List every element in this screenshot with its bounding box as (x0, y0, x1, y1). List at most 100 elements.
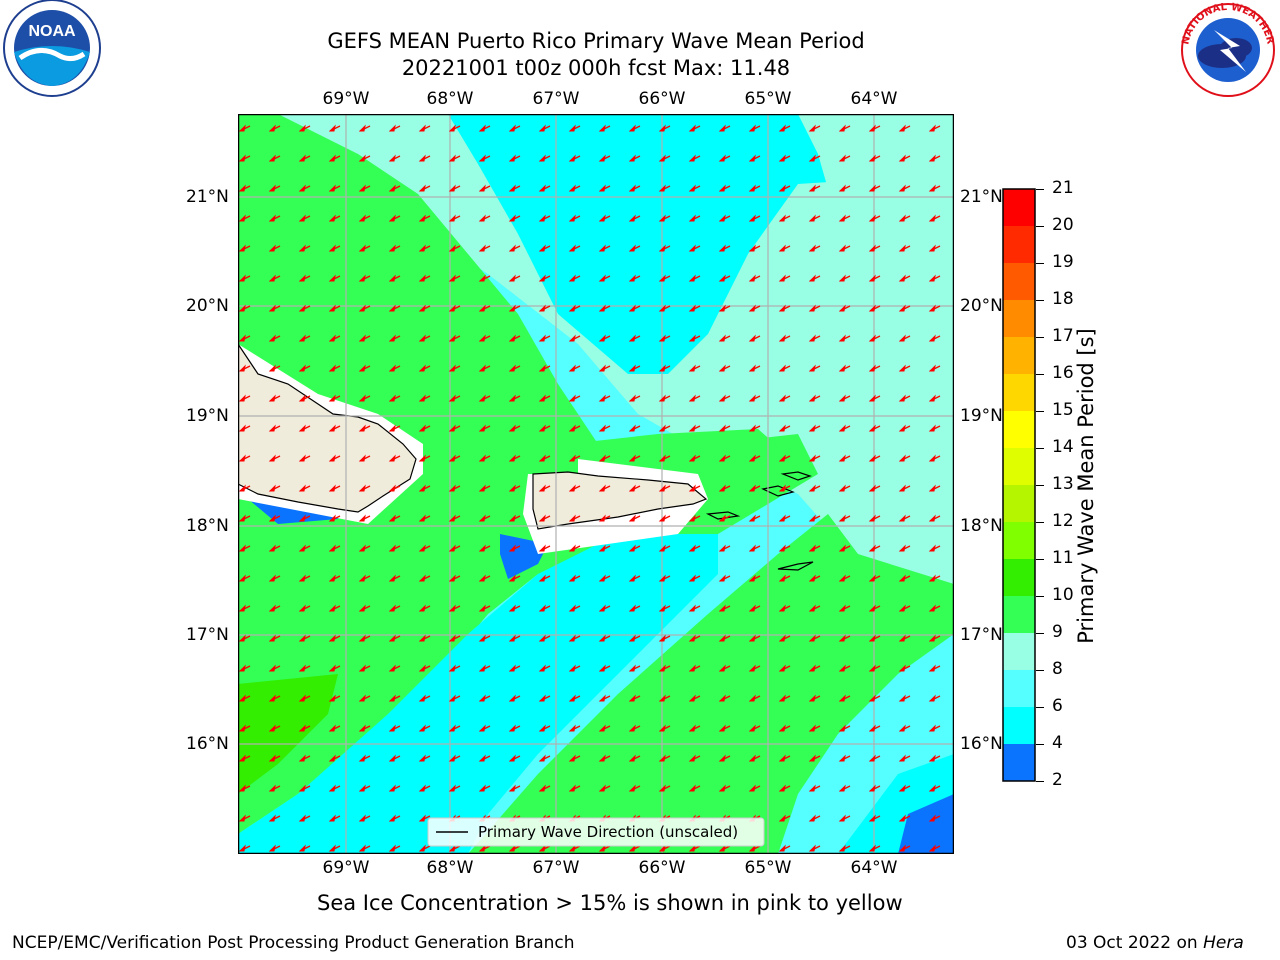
wave-arrow-head (838, 274, 846, 282)
wave-arrow-head (448, 664, 456, 672)
wave-arrow-head (868, 844, 876, 852)
wave-arrow-head (838, 394, 846, 402)
wave-arrow-head (568, 244, 576, 252)
wave-arrow-head (478, 694, 486, 702)
wave-arrow-head (298, 184, 306, 192)
wave-arrow-head (628, 664, 636, 672)
wave-arrow-head (508, 694, 516, 702)
wave-arrow-head (238, 124, 246, 132)
wave-arrow-head (658, 784, 666, 792)
lat-label-right: 18°N (960, 516, 1003, 536)
wave-arrow-head (358, 544, 366, 552)
wave-arrow-head (928, 394, 936, 402)
wave-arrow-head (238, 394, 246, 402)
wave-arrow-head (748, 364, 756, 372)
wave-arrow-head (778, 214, 786, 222)
wave-arrow-head (508, 364, 516, 372)
wave-arrow-head (388, 724, 396, 732)
wave-arrow-head (538, 394, 546, 402)
graticule (238, 114, 954, 854)
wave-arrow-head (568, 544, 576, 552)
wave-arrow-head (928, 604, 936, 612)
wave-arrow-head (778, 424, 786, 432)
colorbar-segment (1003, 300, 1035, 338)
wave-arrow-head (538, 424, 546, 432)
wave-arrow-head (508, 514, 516, 522)
wave-arrow-head (328, 754, 336, 762)
wave-arrow-head (448, 334, 456, 342)
wave-arrow-head (598, 424, 606, 432)
lat-label-right: 19°N (960, 406, 1003, 426)
wave-arrow-head (688, 334, 696, 342)
wave-arrow-head (778, 334, 786, 342)
wave-arrow-head (748, 694, 756, 702)
wave-arrow-head (778, 634, 786, 642)
wave-arrow-head (388, 274, 396, 282)
lon-label-top: 68°W (426, 89, 474, 109)
wave-arrow-head (388, 814, 396, 822)
wave-arrow-head (898, 514, 906, 522)
wave-arrow-head (658, 244, 666, 252)
colorbar-tick-mark (1036, 559, 1044, 560)
colorbar-tick-label: 17 (1052, 326, 1074, 346)
wave-arrow-head (718, 844, 726, 852)
wave-arrow-head (838, 154, 846, 162)
wave-arrow-head (238, 784, 246, 792)
wave-arrow-head (838, 364, 846, 372)
wave-arrow-head (838, 634, 846, 642)
wave-arrow-head (748, 394, 756, 402)
colorbar-label: Primary Wave Mean Period [s] (1074, 328, 1098, 644)
wave-arrow-head (478, 214, 486, 222)
wave-arrow-head (448, 364, 456, 372)
wave-arrow-head (838, 244, 846, 252)
wave-arrow-head (418, 754, 426, 762)
wave-arrow-head (538, 724, 546, 732)
wave-arrow-head (898, 394, 906, 402)
wave-arrow-head (778, 484, 786, 492)
wave-arrow-head (508, 544, 516, 552)
wave-arrow-head (388, 214, 396, 222)
wave-arrow-head (718, 544, 726, 552)
wave-arrow-head (658, 184, 666, 192)
wave-arrow-head (928, 484, 936, 492)
wave-arrow-head (568, 664, 576, 672)
wave-arrow-head (928, 724, 936, 732)
wave-arrow-head (538, 574, 546, 582)
band-6-8-south (238, 534, 718, 854)
wave-arrow-head (418, 514, 426, 522)
footer-date-text: 03 Oct 2022 on (1066, 933, 1198, 953)
wave-arrow-head (868, 394, 876, 402)
wave-arrow-head (238, 304, 246, 312)
lat-label-left: 16°N (186, 734, 229, 754)
wave-arrow-head (478, 244, 486, 252)
wave-arrow-head (598, 574, 606, 582)
wave-arrow-head (418, 664, 426, 672)
wave-arrow-head (328, 334, 336, 342)
wave-arrow-head (838, 124, 846, 132)
colorbar-tick-mark (1036, 633, 1044, 634)
wave-arrow-head (928, 424, 936, 432)
wave-arrow-head (628, 844, 636, 852)
wave-arrow-head (718, 664, 726, 672)
wave-arrow-head (358, 394, 366, 402)
wave-arrow-head (808, 634, 816, 642)
wave-arrow-head (538, 304, 546, 312)
lon-label-bottom: 68°W (426, 858, 474, 878)
wave-arrow-head (508, 754, 516, 762)
colorbar-tick-label: 11 (1052, 548, 1074, 568)
wave-arrow-head (868, 244, 876, 252)
wave-arrow-head (298, 124, 306, 132)
wave-arrow-head (298, 274, 306, 282)
wave-arrow-head (418, 454, 426, 462)
wave-arrow-head (418, 694, 426, 702)
wave-arrow-head (358, 154, 366, 162)
wave-arrow-head (628, 694, 636, 702)
wave-arrow-head (628, 484, 636, 492)
wave-arrow-head (358, 814, 366, 822)
colorbar-segment (1003, 226, 1035, 264)
lon-label-bottom: 69°W (322, 858, 370, 878)
wave-arrow-head (778, 664, 786, 672)
wave-arrow-head (328, 454, 336, 462)
wave-arrow-head (868, 124, 876, 132)
wave-arrow-head (598, 154, 606, 162)
